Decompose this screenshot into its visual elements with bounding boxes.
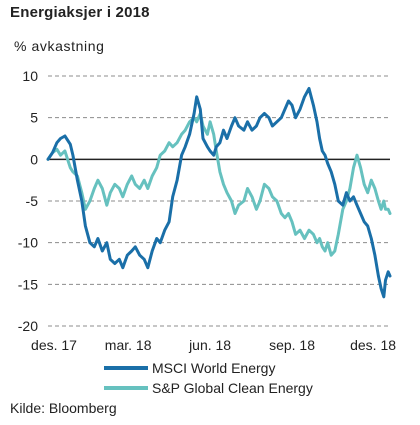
x-tick-label: jun. 18 [188, 337, 231, 353]
y-tick-label: -5 [26, 193, 39, 209]
chart-title: Energiaksjer i 2018 [10, 4, 150, 21]
y-tick-label: 10 [22, 68, 38, 84]
y-tick-label: 5 [30, 110, 38, 126]
x-tick-label: des. 18 [350, 337, 396, 353]
series-line-sp-global-clean-energy [46, 112, 392, 257]
legend-label: S&P Global Clean Energy [152, 380, 313, 396]
y-tick-label: -15 [18, 276, 38, 292]
y-tick-label: -20 [18, 318, 38, 334]
legend-label: MSCI World Energy [152, 360, 275, 376]
source-note: Kilde: Bloomberg [10, 400, 117, 416]
x-tick-label: mar. 18 [105, 337, 152, 353]
y-tick-label: -10 [18, 235, 38, 251]
y-tick-label: 0 [30, 151, 38, 167]
x-tick-label: sep. 18 [269, 337, 315, 353]
y-axis-label: % avkastning [14, 38, 105, 54]
x-tick-label: des. 17 [31, 337, 77, 353]
series-line-msci-world-energy [46, 87, 392, 299]
